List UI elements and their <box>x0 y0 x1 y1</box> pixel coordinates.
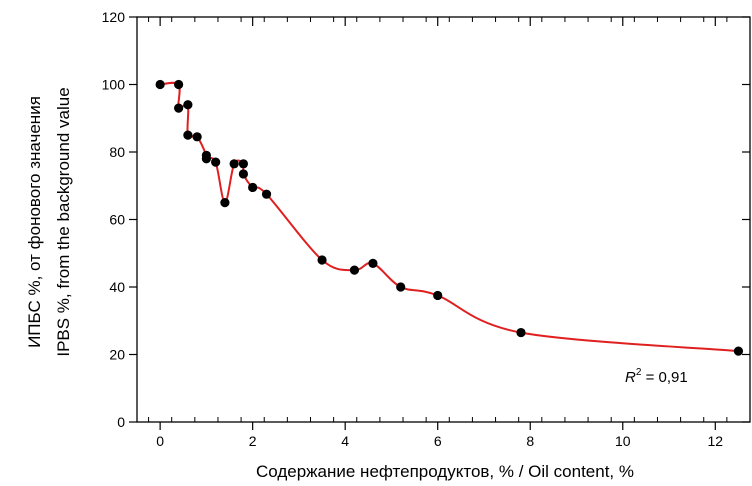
data-point <box>396 282 406 292</box>
y-tick-label: 20 <box>109 347 125 363</box>
data-point <box>183 130 193 140</box>
x-axis-label: Содержание нефтепродуктов, % / Oil conte… <box>256 462 634 481</box>
plot-frame <box>136 16 751 423</box>
x-tick-label: 8 <box>526 433 534 449</box>
x-tick-label: 6 <box>434 433 442 449</box>
data-point <box>211 157 221 167</box>
data-point <box>238 169 249 179</box>
x-tick-label: 10 <box>615 433 631 449</box>
r-squared-exponent: 2 <box>636 367 642 378</box>
data-point <box>238 159 249 169</box>
y-tick-label: 100 <box>102 77 126 93</box>
r-squared-value: = 0,91 <box>641 369 687 386</box>
data-point <box>229 159 239 169</box>
y-axis-label-line-2: IPBS %, from the background value <box>54 87 73 356</box>
data-point <box>317 255 327 265</box>
r-squared-symbol: R <box>625 369 636 386</box>
y-tick-label: 120 <box>102 9 126 25</box>
data-point <box>368 258 378 268</box>
data-point <box>174 79 184 90</box>
r-squared-annotation: R2 = 0,91 <box>625 367 688 386</box>
x-tick-label: 4 <box>341 433 349 449</box>
y-tick-label: 40 <box>109 279 125 295</box>
x-tick-label: 0 <box>156 433 164 449</box>
axis-ticks <box>129 16 751 430</box>
data-point <box>183 100 193 110</box>
y-tick-label: 60 <box>109 212 125 228</box>
data-point <box>516 327 526 338</box>
plot-border <box>136 16 751 423</box>
y-tick-label: 0 <box>117 414 125 430</box>
data-point <box>349 265 360 275</box>
data-point <box>155 79 165 90</box>
data-point <box>220 198 230 208</box>
y-axis-label-line-1: ИПБС %, от фонового значения <box>25 96 44 348</box>
data-point <box>261 189 272 199</box>
data-point <box>201 154 211 164</box>
fit-curve <box>160 81 739 353</box>
data-point <box>433 290 443 301</box>
data-point <box>192 132 202 142</box>
x-tick-label: 12 <box>708 433 724 449</box>
data-point <box>733 346 744 356</box>
y-tick-label: 80 <box>109 144 125 160</box>
data-points <box>155 79 744 356</box>
data-point <box>248 182 258 193</box>
data-point <box>174 103 184 113</box>
x-tick-label: 2 <box>249 433 257 449</box>
